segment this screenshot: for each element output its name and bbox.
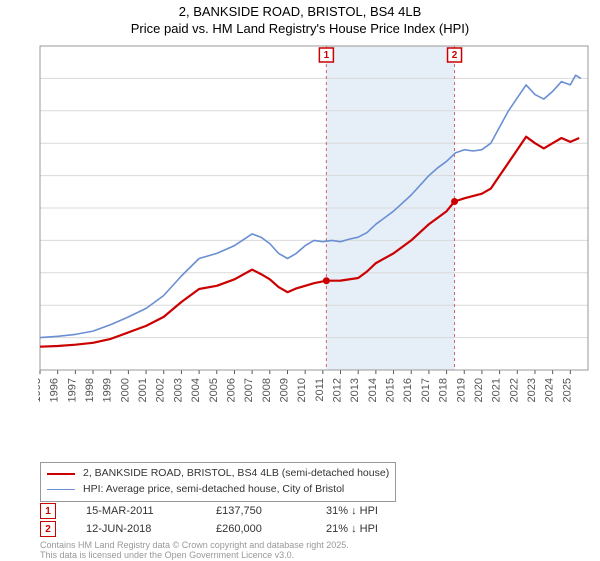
svg-text:2014: 2014 bbox=[367, 378, 379, 402]
svg-text:2017: 2017 bbox=[420, 378, 432, 402]
legend-label: HPI: Average price, semi-detached house,… bbox=[83, 482, 344, 498]
svg-text:2013: 2013 bbox=[349, 378, 361, 402]
svg-text:2012: 2012 bbox=[332, 378, 344, 402]
svg-text:1999: 1999 bbox=[102, 378, 114, 402]
svg-text:1998: 1998 bbox=[84, 378, 96, 402]
date-cell: 12-JUN-2018 bbox=[86, 523, 216, 535]
line-chart: £0£50K£100K£150K£200K£250K£300K£350K£400… bbox=[38, 44, 590, 420]
legend-item: HPI: Average price, semi-detached house,… bbox=[47, 482, 389, 498]
price-cell: £260,000 bbox=[216, 523, 326, 535]
data-points-table: 1 15-MAR-2011 £137,750 31% ↓ HPI 2 12-JU… bbox=[40, 502, 378, 538]
attribution: Contains HM Land Registry data © Crown c… bbox=[40, 540, 590, 561]
svg-text:2025: 2025 bbox=[561, 378, 573, 402]
svg-text:2020: 2020 bbox=[473, 378, 485, 402]
svg-text:2001: 2001 bbox=[137, 378, 149, 402]
delta-cell: 31% ↓ HPI bbox=[326, 505, 378, 517]
title-line-1: 2, BANKSIDE ROAD, BRISTOL, BS4 4LB bbox=[179, 4, 422, 19]
svg-text:1996: 1996 bbox=[49, 378, 61, 402]
svg-text:2015: 2015 bbox=[385, 378, 397, 402]
svg-text:2010: 2010 bbox=[296, 378, 308, 402]
legend-swatch bbox=[47, 489, 75, 490]
legend-item: 2, BANKSIDE ROAD, BRISTOL, BS4 4LB (semi… bbox=[47, 466, 389, 482]
footer-line-1: Contains HM Land Registry data © Crown c… bbox=[40, 540, 349, 550]
svg-text:2019: 2019 bbox=[455, 378, 467, 402]
svg-text:2000: 2000 bbox=[119, 378, 131, 402]
svg-text:2006: 2006 bbox=[225, 378, 237, 402]
svg-text:2002: 2002 bbox=[155, 378, 167, 402]
svg-text:2009: 2009 bbox=[278, 378, 290, 402]
legend: 2, BANKSIDE ROAD, BRISTOL, BS4 4LB (semi… bbox=[40, 462, 396, 502]
table-row: 2 12-JUN-2018 £260,000 21% ↓ HPI bbox=[40, 520, 378, 538]
svg-text:2008: 2008 bbox=[261, 378, 273, 402]
table-row: 1 15-MAR-2011 £137,750 31% ↓ HPI bbox=[40, 502, 378, 520]
svg-text:1995: 1995 bbox=[38, 378, 43, 402]
svg-text:2021: 2021 bbox=[491, 378, 503, 402]
svg-text:2023: 2023 bbox=[526, 378, 538, 402]
footer-line-2: This data is licensed under the Open Gov… bbox=[40, 550, 294, 560]
legend-swatch bbox=[47, 473, 75, 475]
svg-text:1997: 1997 bbox=[66, 378, 78, 402]
svg-text:2005: 2005 bbox=[208, 378, 220, 402]
date-cell: 15-MAR-2011 bbox=[86, 505, 216, 517]
chart-area: £0£50K£100K£150K£200K£250K£300K£350K£400… bbox=[38, 44, 590, 420]
svg-text:2: 2 bbox=[452, 50, 458, 61]
price-cell: £137,750 bbox=[216, 505, 326, 517]
title-line-2: Price paid vs. HM Land Registry's House … bbox=[131, 21, 469, 36]
marker-badge: 2 bbox=[40, 521, 56, 537]
svg-text:2022: 2022 bbox=[508, 378, 520, 402]
marker-badge: 1 bbox=[40, 503, 56, 519]
svg-text:2016: 2016 bbox=[402, 378, 414, 402]
svg-text:2024: 2024 bbox=[544, 378, 556, 402]
svg-text:1: 1 bbox=[324, 50, 330, 61]
legend-label: 2, BANKSIDE ROAD, BRISTOL, BS4 4LB (semi… bbox=[83, 466, 389, 482]
svg-text:2011: 2011 bbox=[314, 378, 326, 402]
delta-cell: 21% ↓ HPI bbox=[326, 523, 378, 535]
svg-text:2007: 2007 bbox=[243, 378, 255, 402]
svg-text:2003: 2003 bbox=[172, 378, 184, 402]
svg-text:2018: 2018 bbox=[438, 378, 450, 402]
chart-title: 2, BANKSIDE ROAD, BRISTOL, BS4 4LB Price… bbox=[0, 0, 600, 38]
svg-text:2004: 2004 bbox=[190, 378, 202, 402]
